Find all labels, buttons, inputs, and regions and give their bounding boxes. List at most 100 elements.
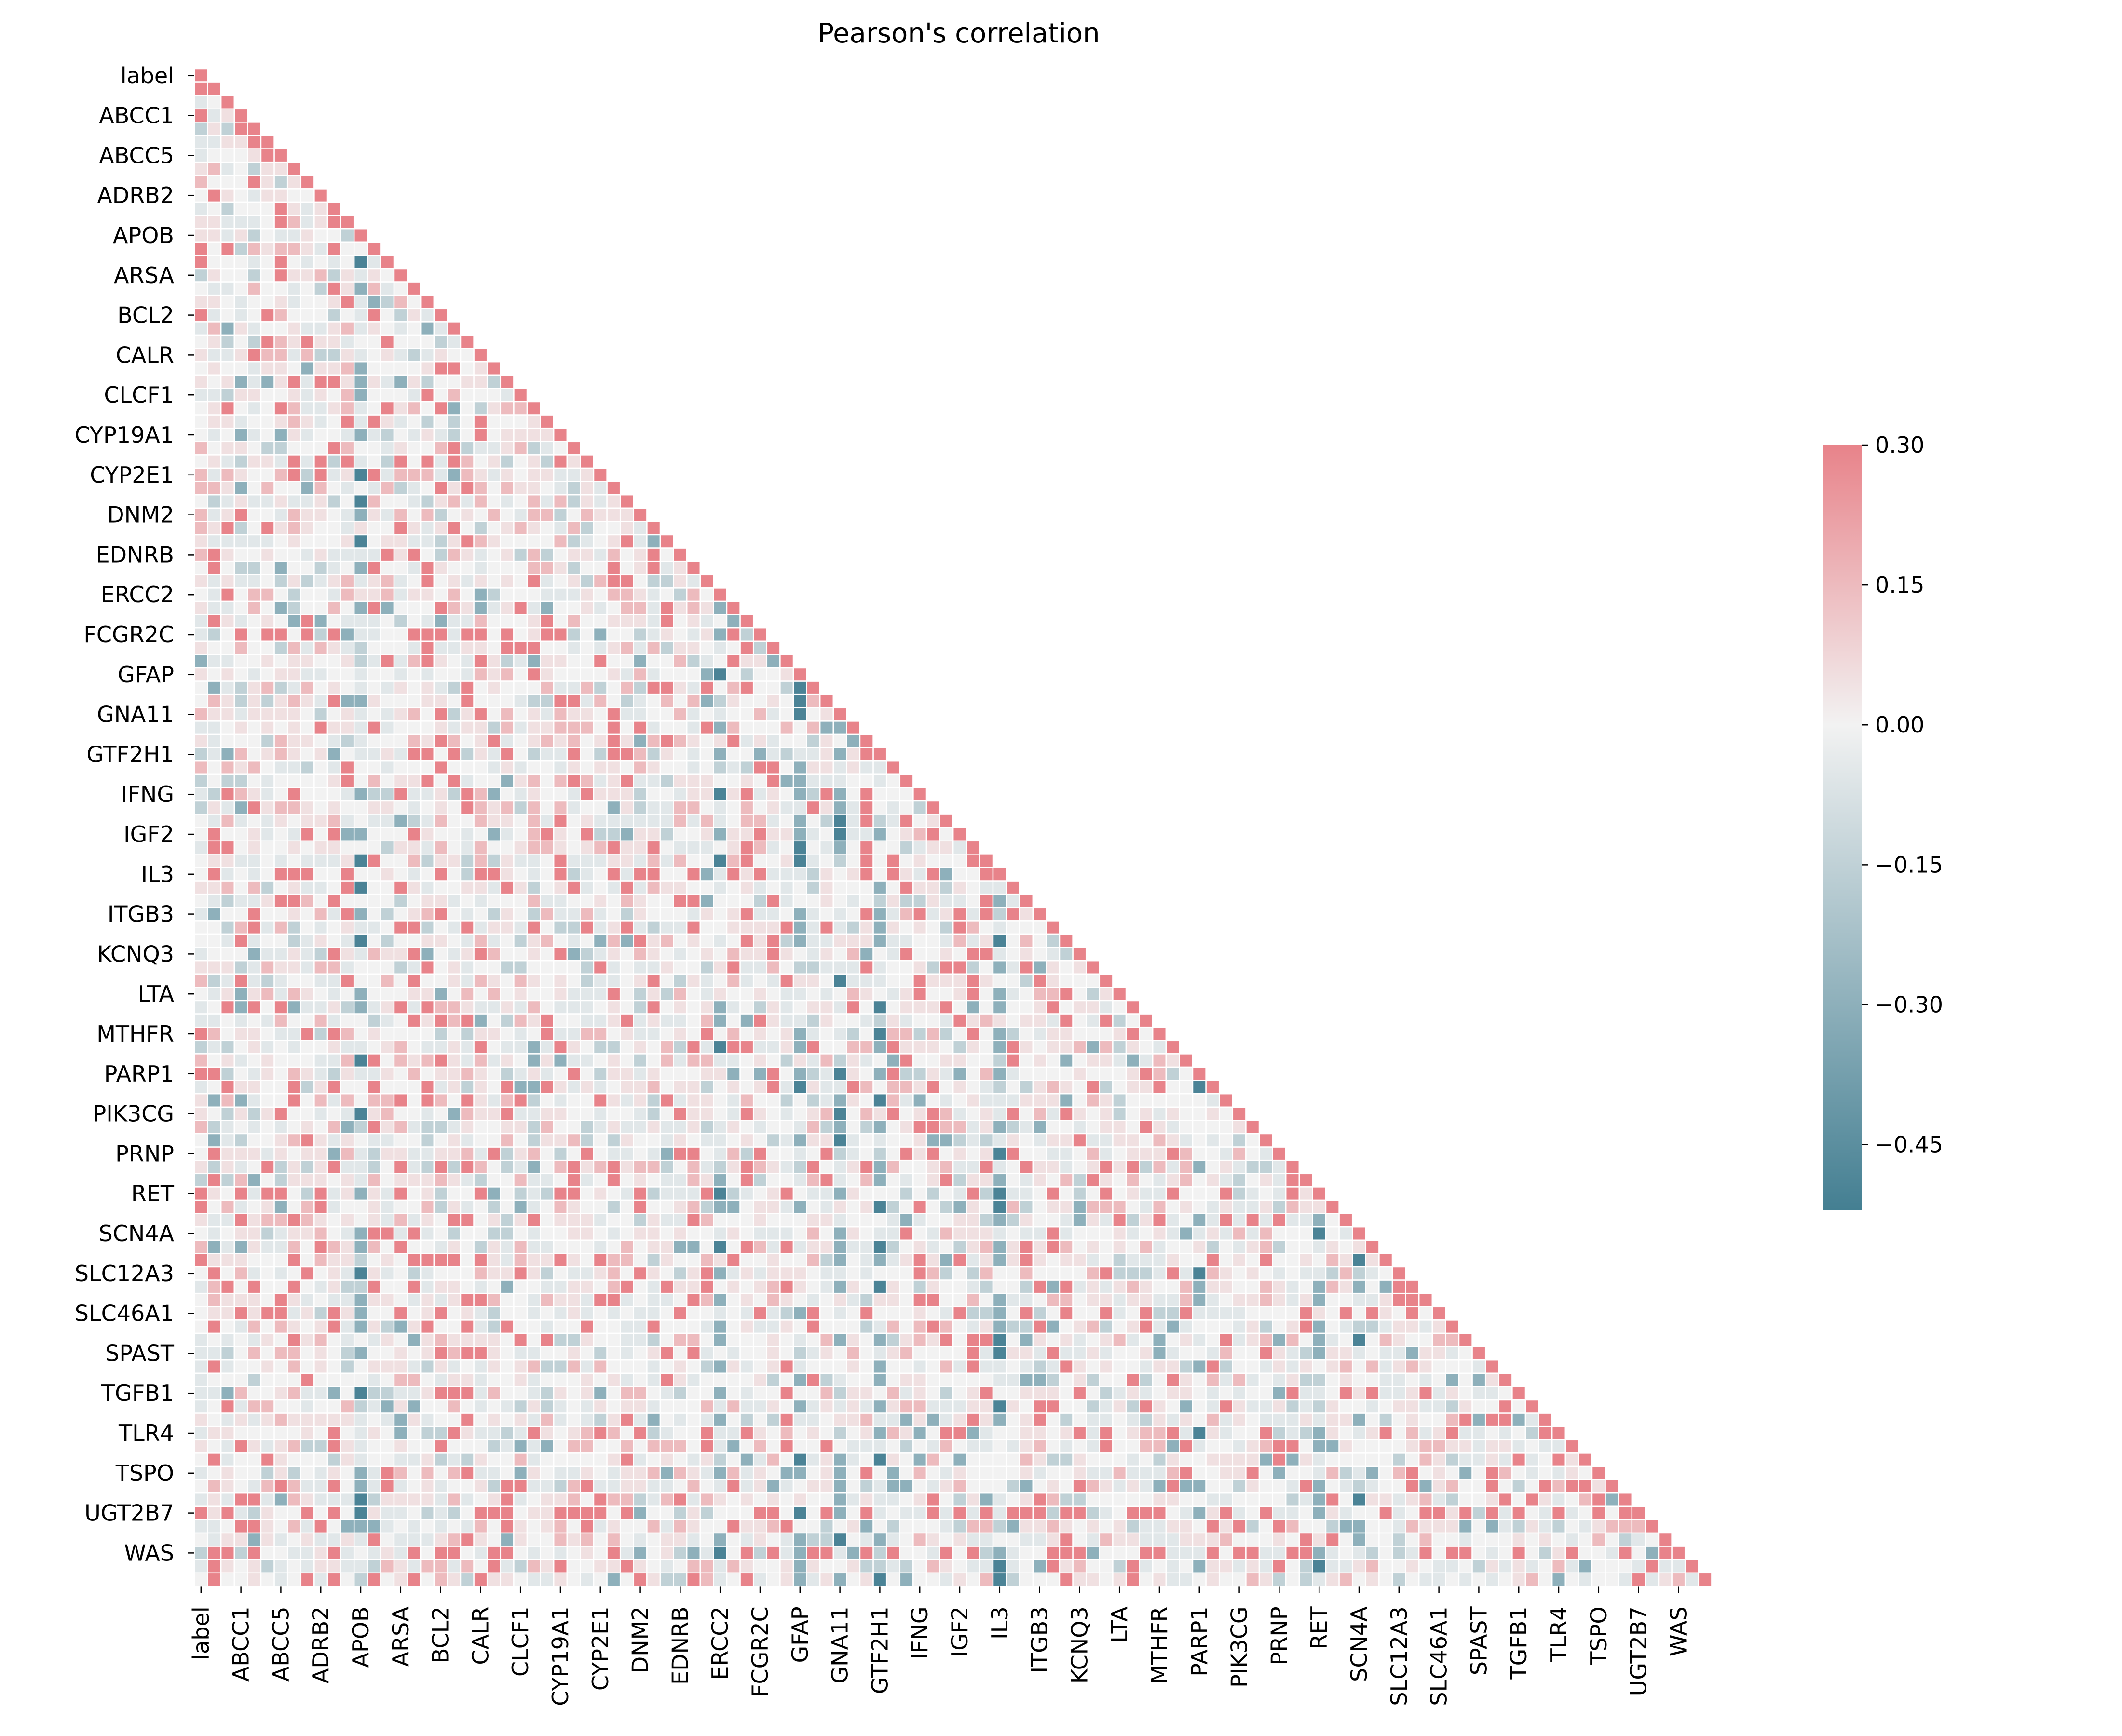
- heatmap-cell: [260, 1332, 275, 1347]
- heatmap-cell: [593, 1279, 608, 1294]
- heatmap-cell: [739, 1319, 754, 1334]
- heatmap-cell: [580, 1053, 595, 1068]
- heatmap-cell: [792, 1066, 807, 1081]
- heatmap-cell: [606, 720, 621, 735]
- heatmap-cell: [925, 973, 940, 988]
- heatmap-cell: [686, 1080, 701, 1095]
- heatmap-cell: [832, 1292, 847, 1308]
- heatmap-cell: [752, 1279, 768, 1294]
- heatmap-cell: [553, 827, 568, 842]
- heatmap-cell: [1006, 1332, 1020, 1347]
- heatmap-cell: [699, 1000, 714, 1015]
- heatmap-cell: [460, 1013, 475, 1028]
- heatmap-cell: [233, 1306, 248, 1321]
- heatmap-cell: [233, 600, 248, 615]
- heatmap-cell: [540, 467, 555, 482]
- heatmap-cell: [313, 600, 328, 615]
- heatmap-cell: [193, 920, 208, 935]
- heatmap-cell: [340, 907, 355, 922]
- heatmap-cell: [646, 1146, 661, 1161]
- heatmap-cell: [486, 1279, 502, 1294]
- heatmap-cell: [952, 1239, 967, 1254]
- heatmap-cell: [367, 401, 381, 416]
- heatmap-cell: [1099, 1199, 1114, 1214]
- heatmap-cell: [633, 1000, 648, 1015]
- heatmap-cell: [407, 1359, 422, 1374]
- heatmap-cell: [699, 1040, 714, 1055]
- heatmap-cell: [353, 494, 368, 509]
- heatmap-cell: [792, 707, 807, 722]
- heatmap-cell: [606, 733, 621, 748]
- heatmap-cell: [1085, 1279, 1101, 1294]
- heatmap-cell: [580, 747, 595, 762]
- heatmap-cell: [606, 1319, 621, 1334]
- heatmap-cell: [566, 800, 581, 815]
- heatmap-cell: [646, 587, 661, 602]
- heatmap-cell: [686, 1386, 701, 1401]
- heatmap-cell: [300, 893, 315, 909]
- heatmap-cell: [526, 667, 541, 682]
- heatmap-cell: [247, 547, 262, 562]
- heatmap-cell: [1471, 1346, 1486, 1361]
- heatmap-cell: [1125, 1173, 1140, 1188]
- heatmap-cell: [367, 1306, 381, 1321]
- heatmap-cell: [340, 1186, 355, 1201]
- heatmap-cell: [553, 733, 568, 748]
- heatmap-cell: [486, 854, 502, 868]
- heatmap-cell: [992, 1080, 1007, 1095]
- heatmap-cell: [925, 1186, 940, 1201]
- heatmap-cell: [673, 1133, 688, 1148]
- heatmap-cell: [566, 534, 581, 549]
- heatmap-cell: [220, 1040, 235, 1055]
- heatmap-cell: [220, 321, 235, 336]
- heatmap-cell: [1019, 1173, 1034, 1188]
- heatmap-cell: [686, 600, 701, 615]
- heatmap-cell: [473, 1292, 488, 1308]
- heatmap-cell: [207, 507, 222, 522]
- heatmap-cell: [1445, 1346, 1460, 1361]
- heatmap-cell: [832, 1332, 847, 1347]
- heatmap-cell: [513, 467, 528, 482]
- heatmap-cell: [1019, 893, 1034, 909]
- heatmap-cell: [1072, 1253, 1087, 1268]
- heatmap-cell: [433, 640, 448, 655]
- heatmap-cell: [1139, 1332, 1154, 1347]
- heatmap-cell: [380, 827, 395, 842]
- heatmap-cell: [792, 787, 807, 802]
- heatmap-cell: [273, 1120, 288, 1135]
- heatmap-cell: [407, 614, 422, 629]
- heatmap-cell: [380, 733, 395, 748]
- heatmap-cell: [273, 268, 288, 283]
- heatmap-cell: [885, 1199, 901, 1214]
- heatmap-cell: [473, 667, 488, 682]
- heatmap-cell: [247, 1306, 262, 1321]
- heatmap-cell: [367, 587, 381, 602]
- heatmap-cell: [460, 1239, 475, 1254]
- heatmap-cell: [606, 600, 621, 615]
- heatmap-cell: [619, 1133, 635, 1148]
- heatmap-cell: [247, 454, 262, 469]
- heatmap-cell: [580, 574, 595, 589]
- heatmap-cell: [899, 1319, 914, 1334]
- heatmap-cell: [393, 960, 408, 975]
- heatmap-cell: [273, 947, 288, 962]
- heatmap-cell: [513, 627, 528, 642]
- heatmap-cell: [699, 920, 714, 935]
- heatmap-cell: [486, 414, 502, 429]
- heatmap-cell: [367, 1292, 381, 1308]
- heatmap-cell: [393, 1093, 408, 1108]
- heatmap-cell: [286, 175, 302, 190]
- heatmap-cell: [273, 693, 288, 709]
- heatmap-cell: [420, 1026, 435, 1042]
- heatmap-cell: [260, 707, 275, 722]
- heatmap-cell: [473, 1279, 488, 1294]
- heatmap-cell: [939, 1173, 954, 1188]
- heatmap-cell: [220, 122, 235, 136]
- heatmap-cell: [1192, 1199, 1207, 1214]
- heatmap-cell: [193, 907, 208, 922]
- heatmap-cell: [433, 960, 448, 975]
- heatmap-cell: [486, 733, 502, 748]
- heatmap-cell: [1032, 1253, 1047, 1268]
- heatmap-cell: [766, 933, 781, 948]
- heatmap-cell: [1032, 1066, 1047, 1081]
